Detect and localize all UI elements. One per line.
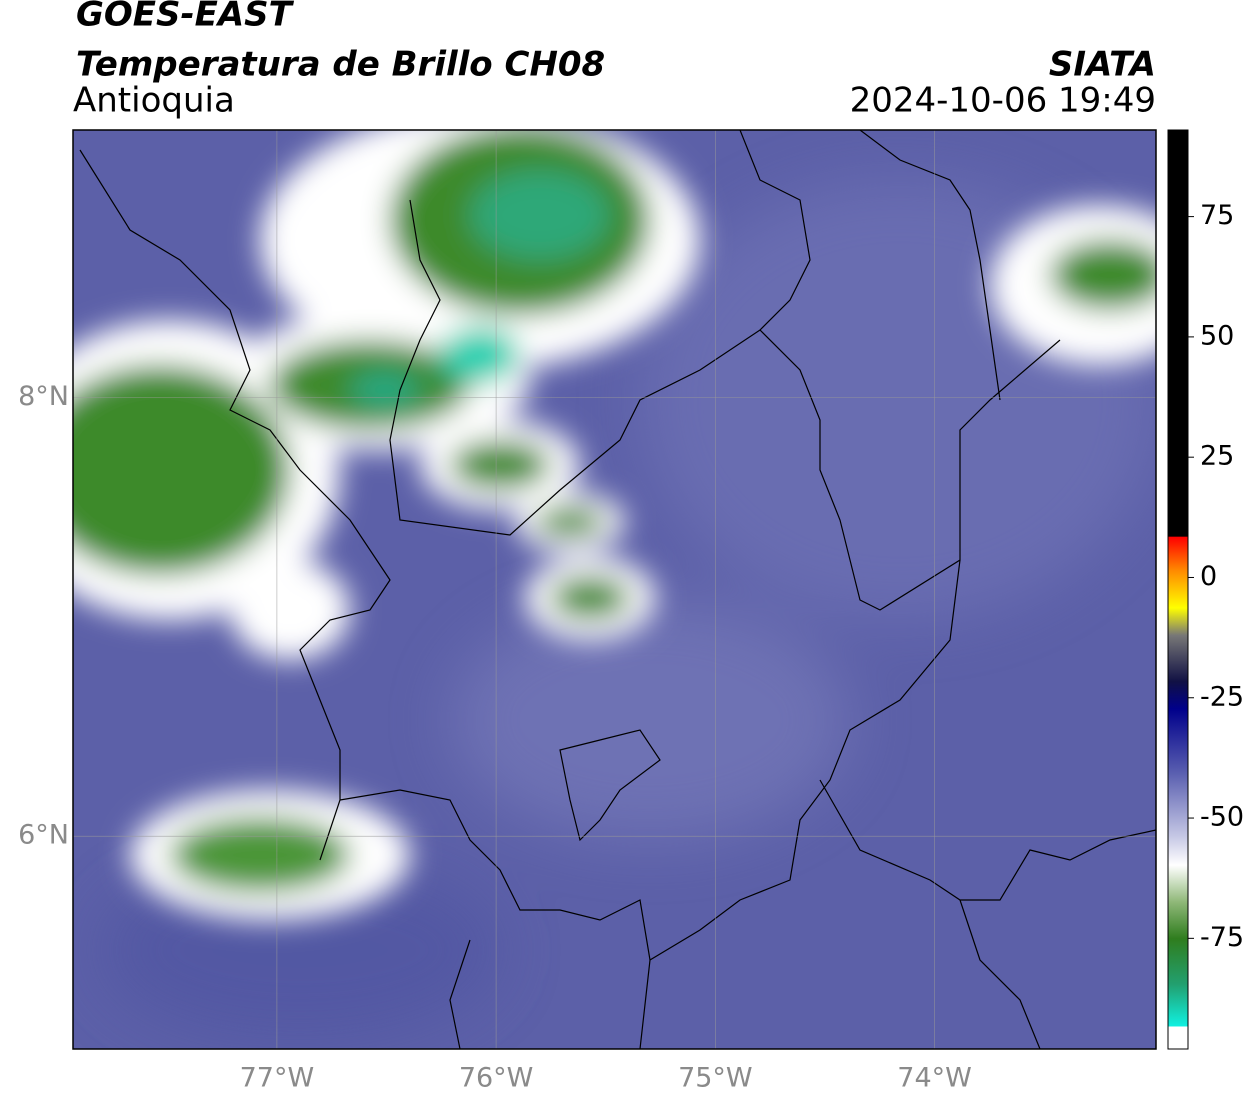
y-tick-label: 8°N xyxy=(18,381,69,412)
colorbar xyxy=(1167,129,1189,1050)
datetime: 2024-10-06 19:49 xyxy=(850,81,1156,121)
title: GOES-EAST xyxy=(76,0,295,35)
x-tick-label: 77°W xyxy=(240,1063,315,1094)
colorbar-tick-label: 75 xyxy=(1200,200,1234,231)
x-tick-label: 76°W xyxy=(459,1063,534,1094)
grid xyxy=(73,130,1156,1049)
x-tick-label: 74°W xyxy=(897,1063,972,1094)
colorbar-tick-label: 25 xyxy=(1200,441,1234,472)
subtitle: Temperatura de Brillo CH08 xyxy=(76,45,605,85)
region: Antioquia xyxy=(73,81,235,121)
y-tick-label: 6°N xyxy=(18,820,69,851)
colorbar-tick-label: -25 xyxy=(1200,681,1244,712)
colorbar-tick-label: -75 xyxy=(1200,922,1244,953)
map-frame xyxy=(72,129,1157,1050)
x-tick-label: 75°W xyxy=(678,1063,753,1094)
colorbar-tick-label: 0 xyxy=(1200,561,1217,592)
colorbar-tick-label: -50 xyxy=(1200,802,1244,833)
map-image xyxy=(73,130,1156,1049)
source: SIATA xyxy=(1049,45,1156,85)
colorbar-tick-label: 50 xyxy=(1200,320,1234,351)
